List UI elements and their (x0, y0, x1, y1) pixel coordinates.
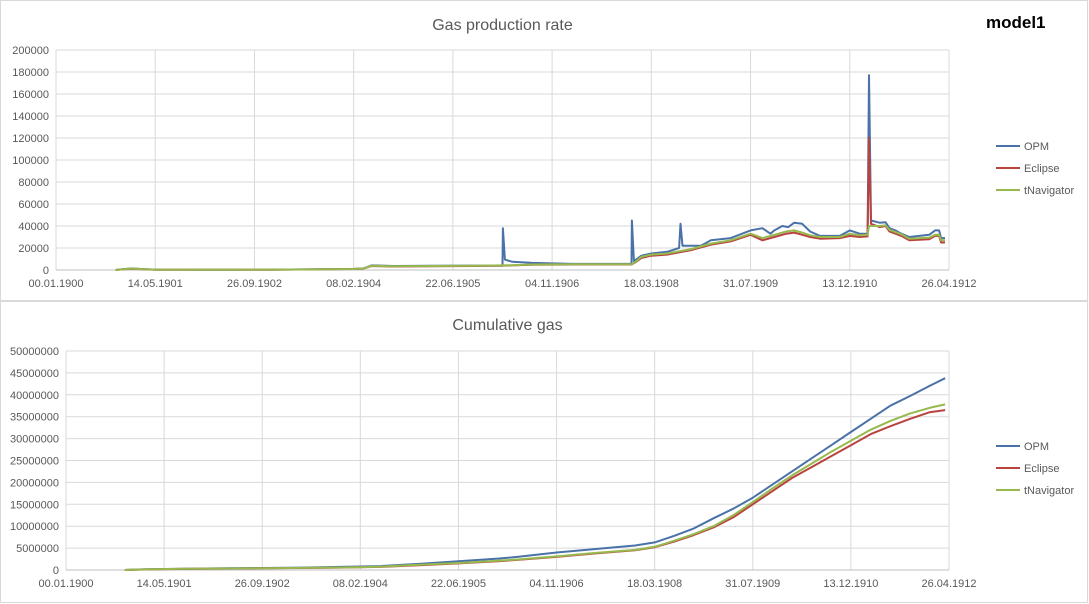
legend-entry-eclipse: Eclipse (1024, 163, 1059, 175)
x-tick-label: 26.09.1902 (235, 578, 290, 590)
series-line-opm (115, 74, 945, 271)
x-tick-label: 08.02.1904 (326, 278, 381, 290)
series-line-opm (124, 377, 946, 571)
x-tick-label: 08.02.1904 (333, 578, 388, 590)
x-tick-label: 00.01.1900 (38, 578, 93, 590)
y-tick-label: 200000 (12, 45, 49, 57)
x-tick-label: 13.12.1910 (823, 578, 878, 590)
series-line-eclipse (124, 409, 946, 571)
y-tick-label: 25000000 (10, 456, 59, 468)
cumulative-gas-chart-frame: Cumulative gas 0 5000000 10000000 15000000 20… (0, 301, 1088, 603)
legend-entry-eclipse: Eclipse (1024, 463, 1059, 475)
x-tick-label: 13.12.1910 (822, 278, 877, 290)
y-tick-label: 30000000 (10, 434, 59, 446)
gas-rate-chart: Gas production rate 0 20000 40000 60000 80000… (12, 17, 1074, 290)
x-tick-label: 00.01.1900 (28, 278, 83, 290)
series-line-tnavigator (115, 224, 945, 271)
y-tick-label: 120000 (12, 133, 49, 145)
y-tick-label: 140000 (12, 111, 49, 123)
y-tick-label: 80000 (18, 177, 49, 189)
x-tick-label: 18.03.1908 (624, 278, 679, 290)
y-tick-label: 180000 (12, 67, 49, 79)
y-tick-label: 20000000 (10, 477, 59, 489)
cumulative-gas-chart: Cumulative gas 0 5000000 10000000 15000000 20… (10, 317, 1074, 590)
series-line-tnavigator (124, 403, 946, 571)
y-tick-label: 40000 (18, 221, 49, 233)
x-tick-label: 26.04.1912 (921, 578, 976, 590)
y-tick-label: 0 (43, 265, 49, 277)
x-tick-label: 22.06.1905 (431, 578, 486, 590)
y-tick-label: 15000000 (10, 499, 59, 511)
legend-entry-tnavigator: tNavigator (1024, 485, 1074, 497)
x-tick-label: 14.05.1901 (128, 278, 183, 290)
y-tick-label: 100000 (12, 155, 49, 167)
y-tick-label: 40000000 (10, 390, 59, 402)
x-tick-label: 26.09.1902 (227, 278, 282, 290)
y-tick-label: 20000 (18, 243, 49, 255)
x-tick-label: 04.11.1906 (529, 578, 583, 590)
chart-title: Gas production rate (432, 17, 573, 34)
gas-rate-chart-frame: Gas production rate 0 20000 40000 60000 80000… (0, 0, 1088, 301)
y-tick-label: 10000000 (10, 521, 59, 533)
x-tick-label: 22.06.1905 (425, 278, 480, 290)
x-tick-label: 26.04.1912 (921, 278, 976, 290)
y-tick-label: 5000000 (16, 543, 59, 555)
y-tick-label: 35000000 (10, 412, 59, 424)
y-tick-label: 0 (53, 565, 59, 577)
x-tick-label: 04.11.1906 (525, 278, 579, 290)
y-tick-label: 45000000 (10, 368, 59, 380)
x-tick-label: 18.03.1908 (627, 578, 682, 590)
y-tick-label: 60000 (18, 199, 49, 211)
y-tick-label: 160000 (12, 89, 49, 101)
x-tick-label: 31.07.1909 (725, 578, 780, 590)
model-label: model1 (986, 13, 1046, 32)
legend-entry-tnavigator: tNavigator (1024, 185, 1074, 197)
x-tick-label: 14.05.1901 (137, 578, 192, 590)
x-tick-label: 31.07.1909 (723, 278, 778, 290)
y-tick-label: 50000000 (10, 346, 59, 358)
chart-title: Cumulative gas (452, 317, 562, 334)
legend-entry-opm: OPM (1024, 141, 1049, 153)
legend-entry-opm: OPM (1024, 441, 1049, 453)
